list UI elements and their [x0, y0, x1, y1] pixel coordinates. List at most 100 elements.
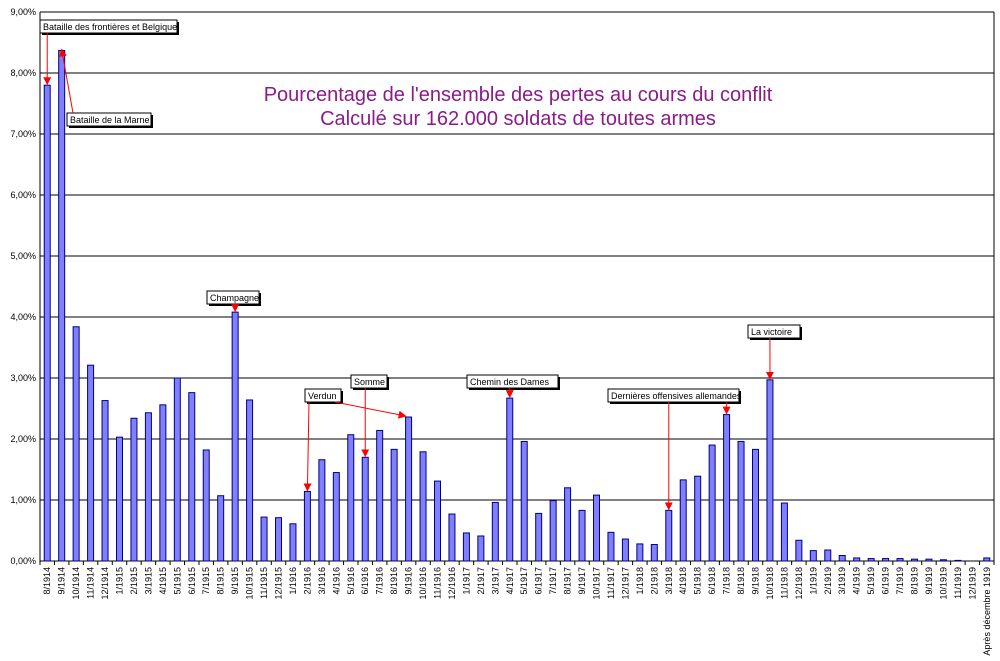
x-tick-label: 2/1917 [476, 567, 486, 595]
x-tick-label: 10/1914 [71, 567, 81, 600]
x-tick-label: 9/1917 [577, 567, 587, 595]
bar [58, 49, 66, 562]
annotations: Bataille des frontières et Belgique Batai… [39, 19, 802, 511]
x-tick-label: 2/1919 [823, 567, 833, 595]
x-tick-label: 8/1914 [42, 567, 52, 595]
bar [621, 538, 629, 562]
chart-title-line: Pourcentage de l'ensemble des pertes au … [264, 84, 773, 106]
x-tick-label: 11/1915 [259, 567, 269, 599]
x-tick-label: 3/1918 [664, 567, 674, 595]
x-tick-label: 8/1916 [389, 567, 399, 595]
bar [144, 412, 152, 562]
x-tick-label: 3/1916 [317, 567, 327, 595]
x-tick-label: 12/1918 [794, 567, 804, 600]
y-tick-label: 3,00% [10, 373, 36, 383]
x-tick-label: 12/1915 [274, 567, 284, 600]
x-tick-label: 5/1916 [346, 567, 356, 595]
bar [896, 558, 904, 562]
x-tick-label: 5/1917 [519, 567, 529, 595]
bars [43, 49, 991, 562]
bar [824, 549, 832, 562]
annotation-label: Champagne [210, 293, 259, 303]
x-tick-label: 9/1916 [404, 567, 414, 595]
x-tick-label: 9/1915 [230, 567, 240, 595]
x-tick-label: 8/1915 [216, 567, 226, 595]
x-tick-label: 7/1918 [722, 567, 732, 595]
x-tick-label: 10/1916 [418, 567, 428, 600]
bar [419, 451, 427, 562]
y-tick-label: 7,00% [10, 129, 36, 139]
bar [43, 84, 51, 562]
bar [434, 480, 441, 562]
bar [289, 523, 297, 562]
bar [925, 558, 933, 562]
x-tick-label: 1/1917 [461, 567, 471, 595]
x-tick-label: 11/1914 [86, 567, 96, 599]
bar [520, 440, 528, 562]
y-tick-label: 9,00% [10, 7, 36, 17]
annotation-callout: Champagne [206, 290, 261, 313]
x-tick-labels: 8/1914 9/1914 10/1914 11/1914 12/1914 1/1915 2… [39, 561, 995, 656]
x-tick-label: 8/1919 [910, 567, 920, 595]
annotation-label: Bataille de la Marne [70, 115, 150, 125]
bar [347, 434, 355, 562]
x-tick-label: 4/1916 [331, 567, 341, 595]
y-tick-label: 4,00% [10, 312, 36, 322]
x-tick-label: 7/1916 [375, 567, 385, 595]
annotation-callout: Bataille des frontières et Belgique [39, 19, 179, 86]
x-tick-label: 4/1918 [678, 567, 688, 595]
bar [679, 479, 687, 562]
bar [564, 487, 572, 562]
bar [636, 543, 644, 562]
bar [448, 513, 456, 562]
bar [101, 400, 109, 562]
bar [303, 490, 311, 562]
x-tick-label: 1/1915 [115, 567, 125, 595]
x-tick-label: 5/1915 [172, 567, 182, 595]
bar [867, 558, 875, 562]
x-tick-label: 6/1918 [707, 567, 717, 595]
x-tick-label: 3/1915 [143, 567, 153, 595]
y-tick-label: 0,00% [10, 556, 36, 566]
bar [911, 558, 918, 562]
bar [795, 539, 803, 562]
annotation-box [39, 19, 178, 34]
bar [159, 404, 167, 562]
x-tick-label: 9/1918 [751, 567, 761, 595]
annotation-callout: Somme [350, 374, 389, 458]
bar [173, 377, 181, 562]
bar [708, 444, 716, 562]
bar [593, 494, 600, 562]
bar [130, 417, 138, 562]
bar [882, 558, 890, 562]
bar [954, 559, 962, 562]
x-tick-label: 11/1918 [779, 567, 789, 599]
x-tick-label: 6/1919 [881, 567, 891, 595]
x-tick-label: 6/1916 [360, 567, 370, 595]
annotation-callout: Bataille de la Marne [58, 48, 153, 128]
x-tick-label: 7/1919 [895, 567, 905, 595]
bar [723, 414, 731, 562]
y-tick-label: 8,00% [10, 68, 36, 78]
annotation-label: La victoire [751, 327, 792, 337]
x-tick-label: 12/1916 [447, 567, 457, 600]
bar [231, 311, 239, 562]
x-tick-label: 5/1918 [693, 567, 703, 595]
annotation-box [466, 374, 559, 389]
x-tick-label: 7/1915 [201, 567, 211, 595]
x-tick-label: 12/1914 [100, 567, 110, 600]
y-tick-label: 5,00% [10, 251, 36, 261]
bar [361, 456, 369, 562]
bar [188, 392, 196, 562]
x-tick-label: 10/1919 [938, 567, 948, 600]
grid [40, 11, 994, 562]
x-tick-label: 8/1918 [736, 567, 746, 595]
annotation-box [747, 324, 801, 339]
x-tick-label: 8/1917 [563, 567, 573, 595]
bar [766, 379, 774, 562]
bar [462, 532, 470, 562]
x-tick-label: 4/1919 [852, 567, 862, 595]
x-tick-label: 11/1917 [606, 567, 616, 599]
bar [275, 517, 282, 562]
